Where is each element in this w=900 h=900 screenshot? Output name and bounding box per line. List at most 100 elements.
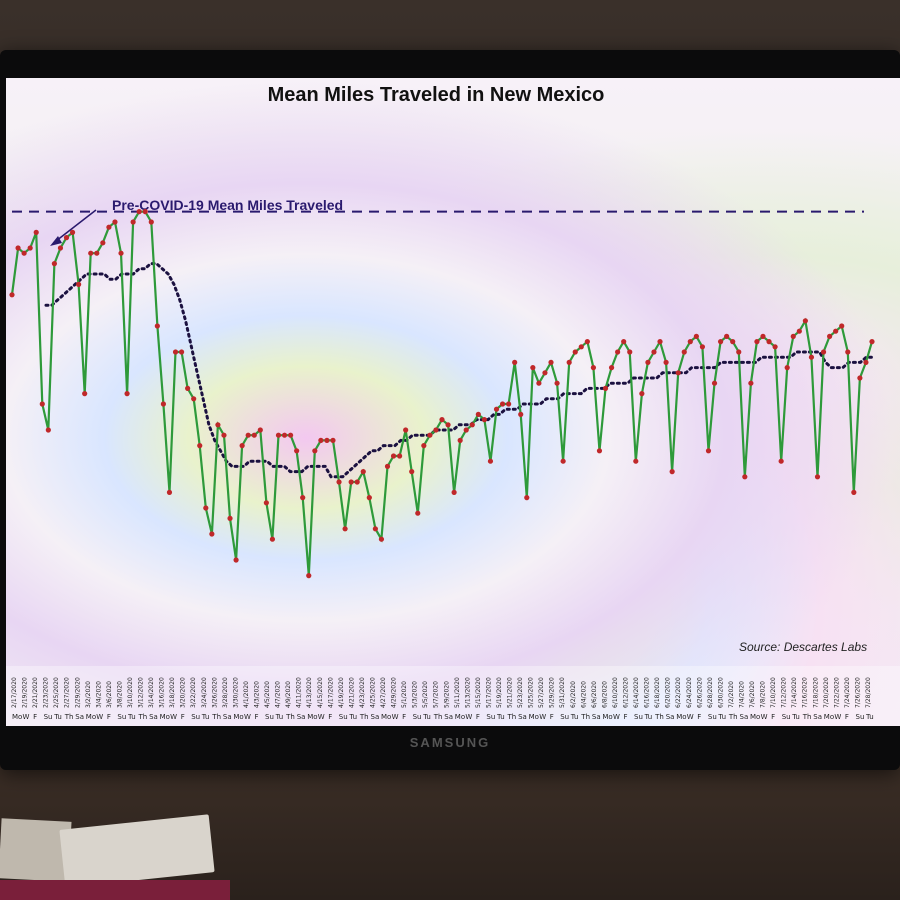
x-tick-label: 3/24/2020 xyxy=(201,677,208,708)
data-point xyxy=(178,349,185,355)
x-day-label: Su xyxy=(191,713,200,721)
x-day-label: W xyxy=(318,713,325,721)
x-day-label: Sa xyxy=(518,713,527,721)
x-tick-label: 5/3/2020 xyxy=(412,681,419,708)
x-day-label: Sa xyxy=(371,713,380,721)
data-point xyxy=(281,432,288,438)
x-day-label: Tu xyxy=(348,713,357,721)
x-day-label: F xyxy=(845,713,849,721)
annotation-arrowhead xyxy=(50,236,62,246)
data-point xyxy=(427,432,433,438)
x-day-label: W xyxy=(613,713,620,721)
x-day-label: Sa xyxy=(592,713,601,721)
x-tick-label: 4/5/2020 xyxy=(264,681,271,708)
x-tick-label: 6/2/2020 xyxy=(570,681,577,708)
x-tick-label: 7/2/2020 xyxy=(728,681,735,708)
data-point xyxy=(287,432,294,438)
data-point xyxy=(584,339,590,345)
data-point xyxy=(499,401,506,407)
x-tick-label: 7/24/2020 xyxy=(844,677,851,708)
x-day-label: W xyxy=(392,713,399,721)
x-day-label: Tu xyxy=(717,713,726,721)
x-day-label: Su xyxy=(856,713,865,721)
data-point xyxy=(209,531,215,537)
x-tick-label: 6/20/2020 xyxy=(665,677,672,708)
data-point xyxy=(457,437,463,443)
x-day-label: Tu xyxy=(496,713,505,721)
x-tick-label: 5/23/2020 xyxy=(517,677,524,708)
x-tick-label: 6/30/2020 xyxy=(717,677,724,708)
data-point xyxy=(506,401,512,407)
x-day-label: Sa xyxy=(223,713,232,721)
x-day-label: Su xyxy=(782,713,791,721)
x-day-label: Tu xyxy=(127,713,136,721)
x-day-label: Mo xyxy=(233,713,243,721)
data-point xyxy=(754,339,760,345)
data-point xyxy=(663,359,669,365)
x-tick-label: 7/28/2020 xyxy=(865,677,872,708)
series-group xyxy=(9,209,875,579)
data-point xyxy=(772,344,778,350)
data-point xyxy=(100,240,106,246)
data-point xyxy=(330,437,336,443)
x-tick-label: 7/4/2020 xyxy=(739,681,746,708)
data-point xyxy=(148,219,154,225)
x-tick-label: 7/14/2020 xyxy=(791,677,798,708)
x-day-label: Th xyxy=(64,713,74,721)
data-point xyxy=(451,489,457,495)
x-tick-label: 6/4/2020 xyxy=(580,681,587,708)
x-tick-label: 5/11/2020 xyxy=(454,677,461,708)
x-tick-label: 4/1/2020 xyxy=(243,681,250,708)
x-day-label: W xyxy=(834,713,841,721)
x-tick-label: 6/12/2020 xyxy=(623,677,630,708)
data-point xyxy=(378,536,385,542)
data-point xyxy=(197,443,203,449)
x-day-label: Su xyxy=(413,713,422,721)
x-tick-label: 6/8/2020 xyxy=(601,681,608,708)
data-point xyxy=(578,344,584,350)
data-point xyxy=(681,349,687,355)
x-tick-label: 5/9/2020 xyxy=(443,681,450,708)
x-day-label: Tu xyxy=(275,713,284,721)
x-axis-label-strip xyxy=(6,666,900,726)
x-day-label: W xyxy=(244,713,251,721)
data-point xyxy=(130,219,136,225)
data-point xyxy=(845,349,851,355)
x-day-label: Th xyxy=(359,713,369,721)
x-day-label: Su xyxy=(634,713,643,721)
data-point xyxy=(839,323,845,329)
data-point xyxy=(487,458,494,464)
data-point xyxy=(76,281,82,287)
x-tick-label: 5/7/2020 xyxy=(433,681,440,708)
data-point xyxy=(69,229,76,235)
data-point xyxy=(57,245,64,251)
x-day-label: F xyxy=(33,713,37,721)
x-day-label: Tu xyxy=(570,713,579,721)
x-tick-label: 3/20/2020 xyxy=(180,677,187,708)
data-point xyxy=(203,505,209,511)
x-day-label: Mo xyxy=(381,713,391,721)
data-point xyxy=(409,469,415,475)
data-point xyxy=(711,380,718,386)
data-point xyxy=(124,391,130,397)
x-tick-label: 4/21/2020 xyxy=(348,677,355,708)
data-point xyxy=(657,339,663,345)
x-day-label: Tu xyxy=(791,713,800,721)
data-point xyxy=(730,339,736,345)
x-day-label: Th xyxy=(211,713,221,721)
x-day-label: F xyxy=(255,713,259,721)
x-tick-label: 6/24/2020 xyxy=(686,677,693,708)
x-tick-label: 3/22/2020 xyxy=(190,677,197,708)
data-point xyxy=(106,224,112,230)
data-point xyxy=(493,406,500,412)
x-tick-label: 5/27/2020 xyxy=(538,677,545,708)
data-point xyxy=(475,411,481,417)
data-point xyxy=(512,359,518,365)
data-point xyxy=(312,448,318,454)
x-day-label: Th xyxy=(580,713,590,721)
tv-screen: Mean Miles Traveled in New Mexico Pre-CO… xyxy=(6,78,900,726)
data-point xyxy=(433,427,439,433)
data-point xyxy=(257,427,263,433)
x-day-label: Mo xyxy=(676,713,686,721)
x-tick-label: 5/21/2020 xyxy=(507,677,514,708)
